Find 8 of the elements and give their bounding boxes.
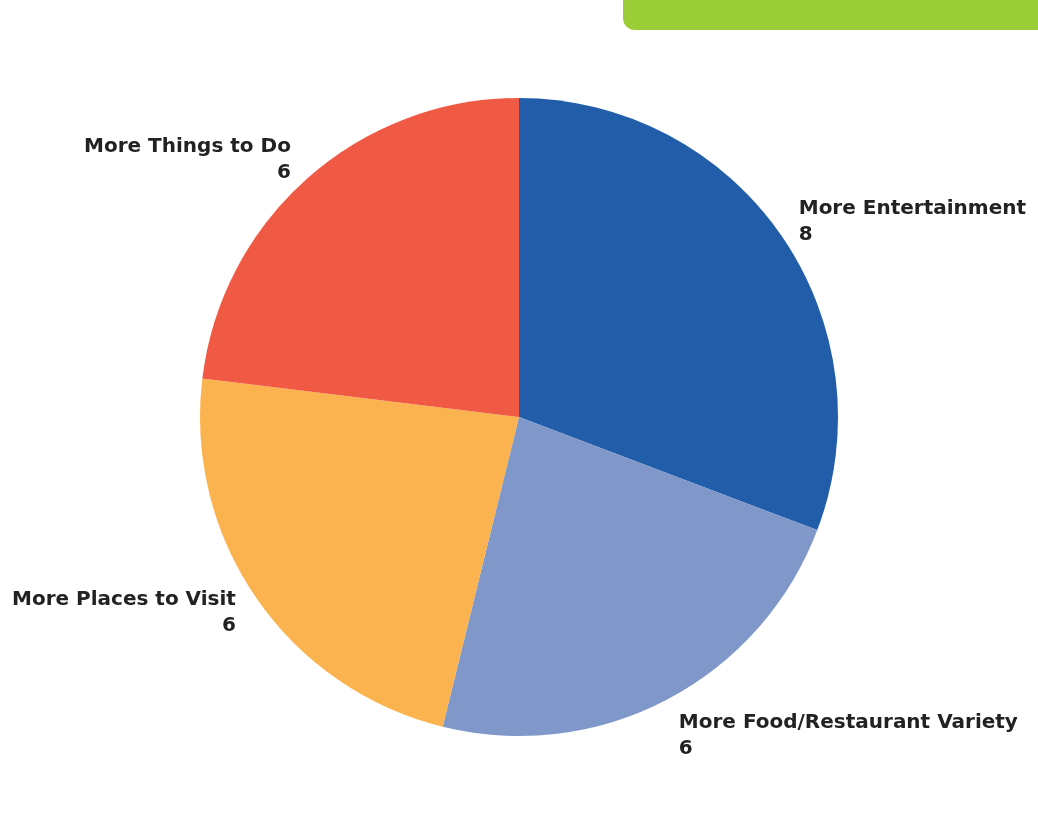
data-label: 6 [276,158,291,183]
slice-label: More Places to Visit [11,585,237,610]
slice-label: More Things to Do [84,132,291,157]
slice-label: More Entertainment [798,194,1027,219]
slice-label: More Food/Restaurant Variety [678,708,1018,733]
data-label: 6 [221,611,236,636]
data-label: 8 [798,220,813,245]
data-label: 6 [678,734,693,759]
